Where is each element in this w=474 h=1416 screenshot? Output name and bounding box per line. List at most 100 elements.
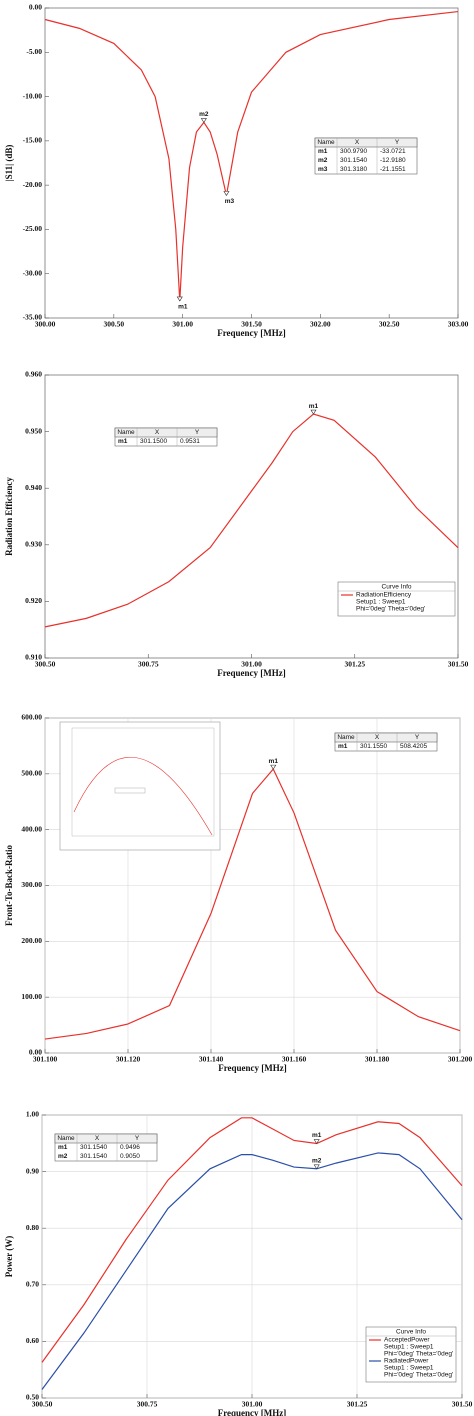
y-axis-title: Front-To-Back-Ratio: [4, 845, 14, 927]
y-tick-label: 600.00: [21, 713, 42, 722]
marker-table-header: [334, 732, 438, 743]
marker: [200, 118, 207, 123]
marker-table-header-cell: X: [375, 734, 380, 741]
y-tick-label: -5.00: [26, 47, 42, 56]
marker: [270, 764, 277, 770]
marker-table-cell: -33.0721: [380, 148, 406, 155]
series-line: [44, 10, 459, 301]
legend-setup: Setup1 : Sweep1: [356, 599, 406, 606]
y-tick-label: 0.920: [25, 596, 42, 605]
y-tick-label: 100.00: [21, 992, 42, 1001]
inset-table: [114, 787, 146, 794]
marker-table-header: [114, 427, 218, 438]
y-tick-label: 0.50: [26, 1393, 39, 1402]
x-tick-label: 301.50: [452, 1400, 473, 1409]
x-axis-title: Frequency [MHz]: [217, 668, 286, 678]
x-tick-label: 300.75: [137, 1400, 158, 1409]
marker-table-header-cell: Name: [57, 1135, 75, 1142]
legend-setup: Setup1 : Sweep1: [384, 1365, 434, 1372]
x-tick-label: 301.180: [365, 1055, 390, 1064]
y-tick-label: 0.80: [26, 1223, 39, 1232]
y-tick-label: 0.60: [26, 1336, 39, 1345]
inset-frame: [59, 721, 221, 851]
x-tick-label: 301.00: [172, 320, 193, 329]
marker-label: m1: [269, 758, 279, 765]
x-axis-title: Frequency [MHz]: [217, 328, 286, 338]
inset-curve: [73, 757, 213, 836]
x-tick-label: 301.25: [347, 1400, 368, 1409]
y-tick-label: -30.00: [23, 268, 43, 277]
y-tick-label: 0.940: [25, 483, 42, 492]
marker-table-header-cell: Name: [337, 734, 355, 741]
marker-table-cell: 301.1500: [140, 438, 167, 445]
x-tick-label: 301.140: [199, 1055, 224, 1064]
x-tick-label: 300.00: [35, 320, 56, 329]
inset-plot: [71, 727, 215, 837]
marker: [310, 409, 317, 415]
marker-label: m1: [312, 1132, 322, 1139]
marker-table-header-cell: Name: [317, 139, 335, 146]
marker-table-header-cell: X: [355, 139, 360, 146]
y-tick-label: 0.960: [25, 370, 42, 379]
y-tick-label: -15.00: [23, 136, 43, 145]
marker: [223, 191, 230, 196]
legend-context: Phi='0deg' Theta='0deg': [356, 606, 425, 613]
marker-table-cell: 301.1540: [340, 157, 367, 164]
marker-label: m1: [309, 403, 319, 410]
x-tick-label: 301.50: [448, 660, 469, 669]
legend-setup: Setup1 : Sweep1: [384, 1344, 434, 1351]
marker-table-cell: m1: [118, 438, 128, 445]
marker-table-cell: -12.9180: [380, 157, 406, 164]
legend-label: AcceptedPower: [384, 1337, 430, 1344]
marker-table-cell: 301.1550: [360, 743, 387, 750]
marker-label: m2: [312, 1157, 322, 1164]
marker-table-cell: m1: [318, 148, 328, 155]
marker-table-header-cell: Y: [395, 139, 400, 146]
x-tick-label: 301.00: [242, 1400, 263, 1409]
marker-table-cell: 301.3180: [340, 166, 367, 173]
legend-box: [337, 581, 456, 617]
y-tick-label: 0.00: [29, 1048, 42, 1057]
x-tick-label: 302.50: [379, 320, 400, 329]
marker-table-cell: m1: [58, 1144, 68, 1151]
legend-title: Curve Info: [396, 1329, 426, 1336]
x-tick-label: 301.200: [448, 1055, 473, 1064]
y-tick-label: 0.910: [25, 653, 42, 662]
y-axis-title: Radiation Efficiency: [4, 477, 14, 556]
marker-table-header-cell: X: [155, 429, 160, 436]
y-tick-label: 0.00: [29, 3, 42, 12]
marker-table-cell: 0.9496: [120, 1144, 140, 1151]
marker-table-cell: m1: [338, 743, 348, 750]
legend-context: Phi='0deg' Theta='0deg': [384, 1351, 453, 1358]
marker-table-header: [314, 137, 418, 148]
marker-table-cell: 301.1540: [80, 1144, 107, 1151]
x-tick-label: 302.00: [310, 320, 331, 329]
y-axis-title: Power (W): [4, 1236, 14, 1278]
y-axis-title: |S11| (dB): [4, 145, 14, 182]
marker-table-cell: 508.4205: [400, 743, 427, 750]
y-tick-label: 500.00: [21, 769, 42, 778]
y-tick-label: 0.950: [25, 426, 42, 435]
series-line: [41, 1117, 463, 1363]
legend-title: Curve Info: [382, 584, 412, 591]
x-tick-label: 303.00: [448, 320, 469, 329]
x-tick-label: 301.160: [282, 1055, 307, 1064]
x-tick-label: 300.50: [104, 320, 125, 329]
y-tick-label: -20.00: [23, 180, 43, 189]
y-tick-label: 400.00: [21, 824, 42, 833]
y-tick-label: 200.00: [21, 936, 42, 945]
marker: [313, 1164, 320, 1170]
marker-table-cell: 0.9531: [180, 438, 200, 445]
marker-table-cell: m2: [58, 1153, 68, 1160]
y-tick-label: -10.00: [23, 91, 43, 100]
legend-label: RadiatedPower: [384, 1358, 429, 1365]
marker-table-cell: 0.9050: [120, 1153, 140, 1160]
marker-table-header-cell: X: [95, 1135, 100, 1142]
y-tick-label: 300.00: [21, 880, 42, 889]
x-tick-label: 301.120: [116, 1055, 141, 1064]
marker-label: m1: [178, 304, 188, 311]
x-tick-label: 301.00: [241, 660, 262, 669]
marker-table-header-cell: Y: [135, 1135, 140, 1142]
